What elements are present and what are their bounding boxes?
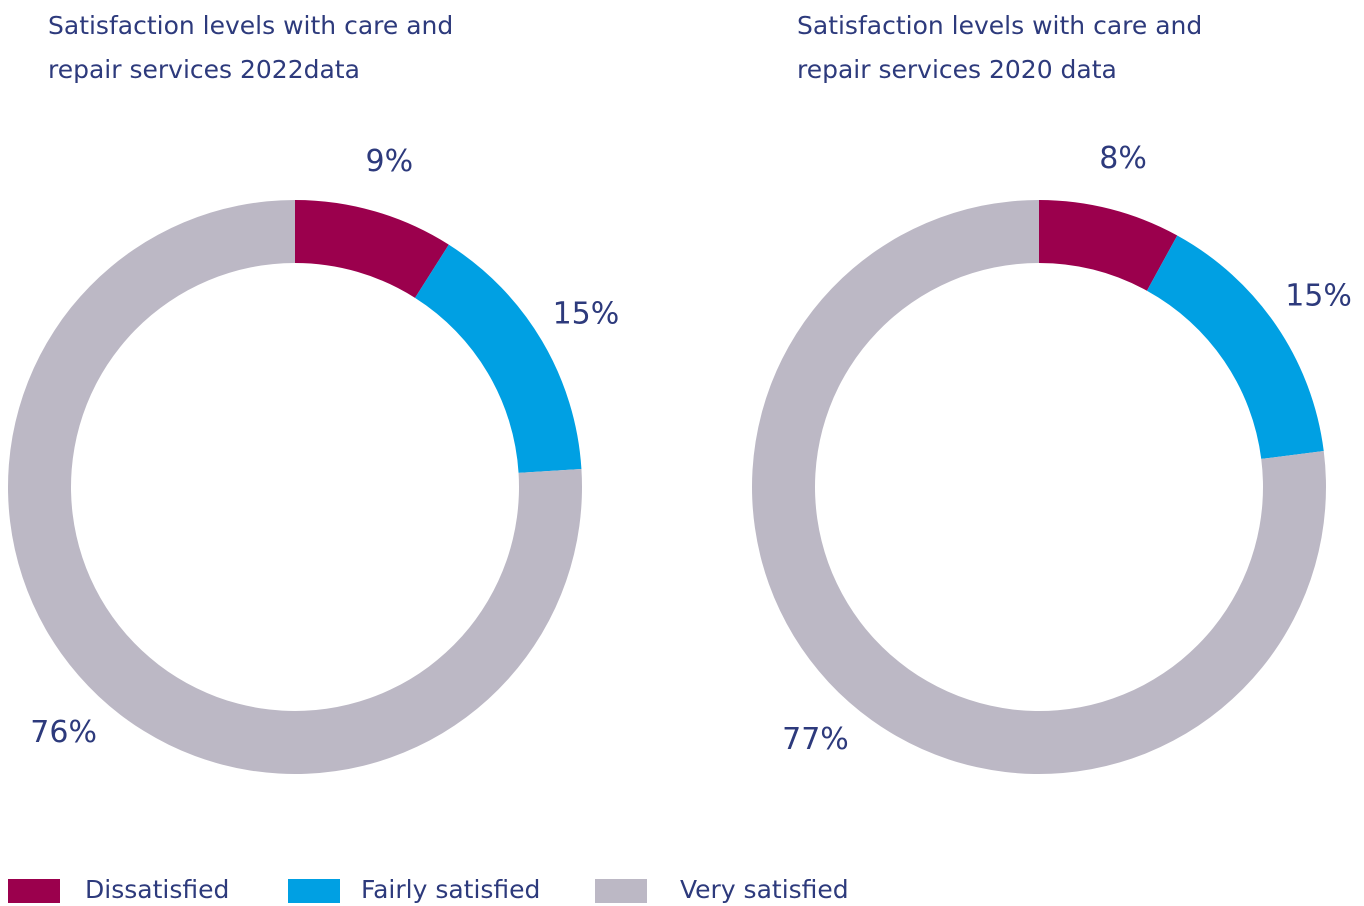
legend-swatch [288,879,340,903]
donut-segment [1039,200,1178,291]
legend-label: Very satisfied [680,875,849,904]
donut-segment [1146,235,1324,459]
data-label: 77% [782,722,849,757]
legend-label: Dissatisfied [85,875,229,904]
chart-title: Satisfaction levels with care and repair… [797,11,1203,84]
data-label: 9% [366,144,414,179]
data-label: 15% [1285,279,1352,314]
chart-title: Satisfaction levels with care and repair… [48,11,454,84]
legend-label: Fairly satisfied [361,875,540,904]
donut-segment [415,244,582,473]
donut-segment [295,200,449,298]
legend-swatch [8,879,60,903]
data-label: 8% [1099,141,1147,176]
legend-swatch [595,879,647,903]
data-label: 76% [30,715,97,750]
data-label: 15% [553,296,620,331]
